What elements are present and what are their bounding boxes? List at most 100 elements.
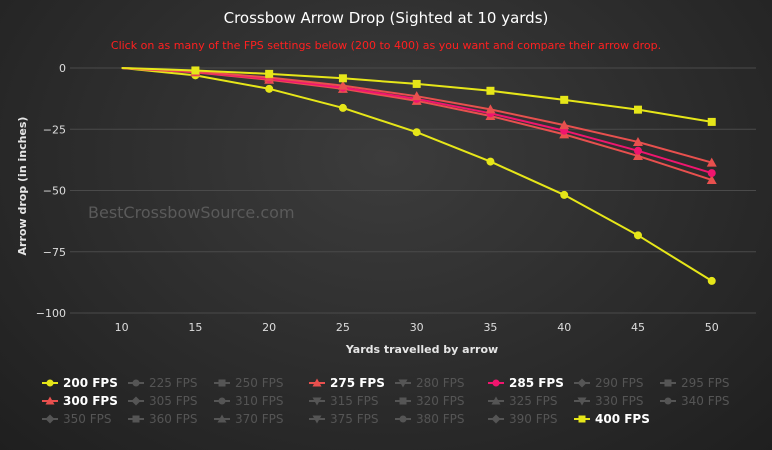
legend-item-320-fps[interactable]: 320 FPS: [395, 394, 464, 408]
data-point: [265, 84, 274, 93]
legend-marker: [399, 415, 407, 423]
legend-marker: [578, 415, 586, 423]
legend-label: 310 FPS: [235, 394, 283, 408]
x-tick-label: 35: [483, 321, 497, 334]
watermark-text: BestCrossbowSource.com: [88, 203, 295, 222]
x-tick-label: 25: [336, 321, 350, 334]
legend-label: 225 FPS: [149, 376, 197, 390]
legend-item-310-fps[interactable]: 310 FPS: [214, 394, 283, 408]
series-layer: [121, 66, 717, 285]
legend-marker: [492, 379, 500, 387]
x-tick-label: 40: [557, 321, 571, 334]
legend-item-350-fps[interactable]: 350 FPS: [42, 412, 111, 426]
x-tick-label: 50: [705, 321, 719, 334]
legend-label: 275 FPS: [330, 376, 385, 390]
legend-label: 360 FPS: [149, 412, 197, 426]
data-point: [633, 231, 642, 240]
data-point: [412, 79, 421, 88]
legend-item-370-fps[interactable]: 370 FPS: [214, 412, 283, 426]
legend-label: 300 FPS: [63, 394, 118, 408]
legend-label: 290 FPS: [595, 376, 643, 390]
x-tick-label: 15: [188, 321, 202, 334]
legend: 200 FPS 225 FPS 250 FPS 275 FPS 280 FPS 285 F…: [42, 376, 729, 426]
legend-marker: [491, 414, 501, 424]
y-tick-label: −25: [43, 123, 66, 136]
legend-label: 370 FPS: [235, 412, 283, 426]
legend-item-275-fps[interactable]: 275 FPS: [309, 376, 385, 390]
legend-label: 325 FPS: [509, 394, 557, 408]
legend-marker: [45, 414, 55, 424]
legend-item-400-fps[interactable]: 400 FPS: [574, 412, 650, 426]
data-point: [559, 120, 570, 130]
y-tick-label: −75: [43, 246, 66, 259]
legend-label: 305 FPS: [149, 394, 197, 408]
legend-item-340-fps[interactable]: 340 FPS: [660, 394, 729, 408]
legend-item-280-fps[interactable]: 280 FPS: [395, 376, 464, 390]
legend-marker: [132, 415, 140, 423]
legend-label: 330 FPS: [595, 394, 643, 408]
x-tick-label: 45: [631, 321, 645, 334]
legend-marker: [577, 397, 587, 406]
data-point: [338, 74, 347, 83]
legend-item-375-fps[interactable]: 375 FPS: [309, 412, 378, 426]
legend-marker: [218, 397, 226, 405]
legend-item-360-fps[interactable]: 360 FPS: [128, 412, 197, 426]
y-tick-label: −100: [36, 307, 66, 320]
legend-label: 285 FPS: [509, 376, 564, 390]
legend-marker: [312, 397, 322, 406]
legend-label: 280 FPS: [416, 376, 464, 390]
legend-marker: [312, 378, 322, 387]
legend-marker: [491, 396, 501, 405]
data-point: [632, 136, 643, 146]
data-point: [486, 86, 495, 95]
data-point: [411, 91, 422, 101]
legend-item-325-fps[interactable]: 325 FPS: [488, 394, 557, 408]
data-point: [707, 117, 716, 126]
chart-subtitle: Click on as many of the FPS settings bel…: [111, 39, 661, 52]
x-axis-title: Yards travelled by arrow: [345, 343, 498, 356]
legend-item-290-fps[interactable]: 290 FPS: [574, 376, 643, 390]
legend-item-330-fps[interactable]: 330 FPS: [574, 394, 643, 408]
legend-item-295-fps[interactable]: 295 FPS: [660, 376, 729, 390]
legend-item-285-fps[interactable]: 285 FPS: [488, 376, 564, 390]
data-point: [633, 105, 642, 114]
legend-item-305-fps[interactable]: 305 FPS: [128, 394, 197, 408]
legend-item-315-fps[interactable]: 315 FPS: [309, 394, 378, 408]
data-point: [485, 104, 496, 114]
legend-marker: [398, 379, 408, 388]
legend-marker: [664, 379, 672, 387]
legend-marker: [577, 378, 587, 388]
legend-item-250-fps[interactable]: 250 FPS: [214, 376, 283, 390]
legend-marker: [217, 414, 227, 423]
legend-item-380-fps[interactable]: 380 FPS: [395, 412, 464, 426]
x-tick-label: 30: [410, 321, 424, 334]
legend-marker: [664, 397, 672, 405]
legend-label: 250 FPS: [235, 376, 283, 390]
legend-label: 400 FPS: [595, 412, 650, 426]
data-point: [707, 169, 716, 178]
data-point: [191, 66, 200, 75]
x-tick-label: 10: [115, 321, 129, 334]
legend-label: 320 FPS: [416, 394, 464, 408]
legend-item-200-fps[interactable]: 200 FPS: [42, 376, 118, 390]
data-point: [337, 80, 348, 90]
chart-title: Crossbow Arrow Drop (Sighted at 10 yards…: [224, 9, 549, 27]
legend-label: 375 FPS: [330, 412, 378, 426]
legend-item-225-fps[interactable]: 225 FPS: [128, 376, 197, 390]
legend-item-390-fps[interactable]: 390 FPS: [488, 412, 557, 426]
legend-marker: [132, 379, 140, 387]
legend-marker: [131, 396, 141, 406]
series-400-fps: [121, 66, 716, 126]
x-tick-label: 20: [262, 321, 276, 334]
legend-label: 390 FPS: [509, 412, 557, 426]
data-point: [560, 95, 569, 104]
data-point: [338, 103, 347, 112]
legend-label: 295 FPS: [681, 376, 729, 390]
data-point: [706, 157, 717, 167]
legend-label: 315 FPS: [330, 394, 378, 408]
legend-item-300-fps[interactable]: 300 FPS: [42, 394, 118, 408]
legend-label: 350 FPS: [63, 412, 111, 426]
series-200-fps: [121, 67, 716, 285]
legend-marker: [46, 379, 54, 387]
